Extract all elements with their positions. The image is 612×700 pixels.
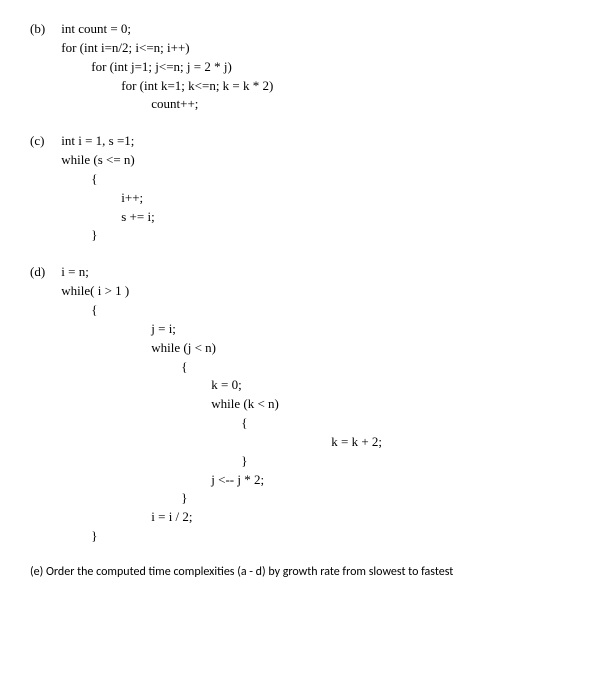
code-line: { <box>61 301 382 320</box>
label-b: (b) <box>30 20 58 39</box>
code-line: while (s <= n) <box>61 151 154 170</box>
code-line: for (int k=1; k<=n; k = k * 2) <box>61 77 273 96</box>
code-line: while (j < n) <box>61 339 382 358</box>
code-line: } <box>61 489 382 508</box>
code-line: i = i / 2; <box>61 508 382 527</box>
code-line: while( i > 1 ) <box>61 282 382 301</box>
code-line: while (k < n) <box>61 395 382 414</box>
code-line: } <box>61 452 382 471</box>
label-c: (c) <box>30 132 58 151</box>
code-line: s += i; <box>61 208 154 227</box>
code-line: j = i; <box>61 320 382 339</box>
problem-e: (e) Order the computed time complexities… <box>30 564 582 581</box>
code-line: { <box>61 414 382 433</box>
problem-b: (b) int count = 0; for (int i=n/2; i<=n;… <box>30 20 582 114</box>
code-b: int count = 0; for (int i=n/2; i<=n; i++… <box>61 20 273 114</box>
code-line: count++; <box>61 95 273 114</box>
label-e: (e) <box>30 565 43 579</box>
label-d: (d) <box>30 263 58 282</box>
code-c: int i = 1, s =1; while (s <= n) { i++; s… <box>61 132 154 245</box>
problem-d: (d) i = n; while( i > 1 ) { j = i; while… <box>30 263 582 546</box>
code-line: } <box>61 527 382 546</box>
code-line: for (int j=1; j<=n; j = 2 * j) <box>61 58 273 77</box>
code-line: int i = 1, s =1; <box>61 132 154 151</box>
code-line: for (int i=n/2; i<=n; i++) <box>61 39 273 58</box>
code-line: j <-- j * 2; <box>61 471 382 490</box>
code-line: } <box>61 226 154 245</box>
prompt-text: Order the computed time complexities (a … <box>46 565 453 579</box>
code-line: k = k + 2; <box>61 433 382 452</box>
code-line: i++; <box>61 189 154 208</box>
code-line: i = n; <box>61 263 382 282</box>
code-line: k = 0; <box>61 376 382 395</box>
code-line: { <box>61 358 382 377</box>
code-line: { <box>61 170 154 189</box>
code-d: i = n; while( i > 1 ) { j = i; while (j … <box>61 263 382 546</box>
code-line: int count = 0; <box>61 20 273 39</box>
problem-c: (c) int i = 1, s =1; while (s <= n) { i+… <box>30 132 582 245</box>
